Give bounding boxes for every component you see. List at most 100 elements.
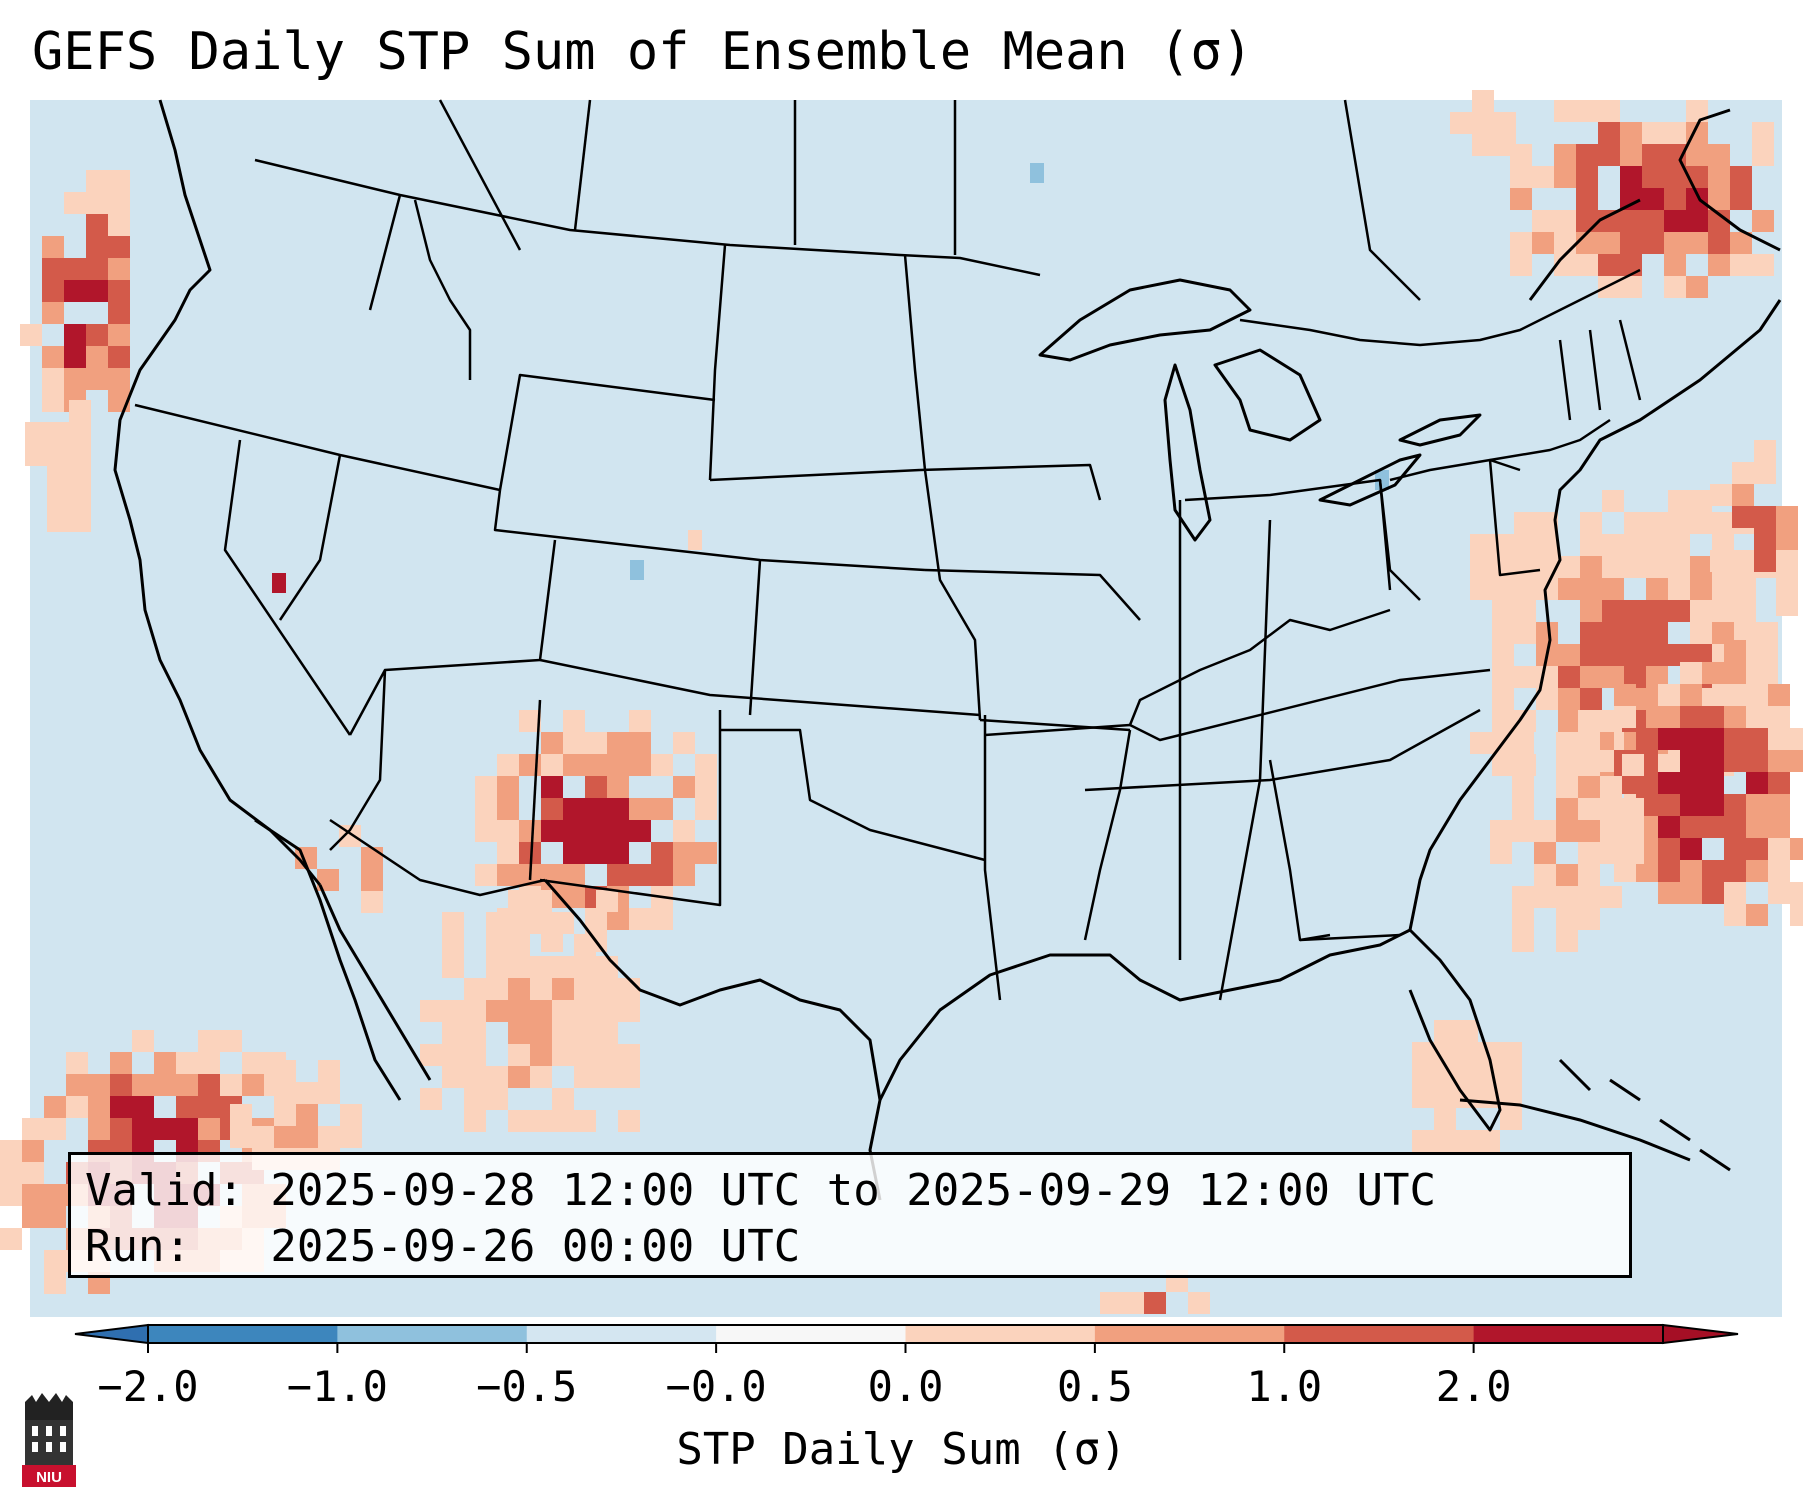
stp-cell bbox=[1768, 706, 1790, 728]
stp-cell bbox=[1456, 1064, 1478, 1086]
stp-cell bbox=[64, 368, 86, 390]
stp-cell bbox=[1712, 622, 1734, 644]
stp-cell bbox=[695, 798, 717, 820]
stp-cell bbox=[1580, 512, 1602, 534]
stp-cell bbox=[1724, 838, 1746, 860]
stp-cell bbox=[1514, 534, 1536, 556]
stp-cell bbox=[1658, 728, 1680, 750]
stp-cell bbox=[86, 170, 108, 192]
stp-cell bbox=[317, 869, 339, 891]
stp-cell bbox=[1470, 732, 1492, 754]
stp-cell bbox=[1730, 166, 1752, 188]
stp-cell bbox=[596, 890, 618, 912]
stp-cell bbox=[108, 236, 130, 258]
stp-cell bbox=[1776, 572, 1798, 594]
stp-cell bbox=[574, 956, 596, 978]
stp-cell bbox=[618, 1044, 640, 1066]
stp-cell bbox=[541, 732, 563, 754]
stp-cell bbox=[607, 908, 629, 930]
stp-cell bbox=[1646, 512, 1668, 534]
stp-cell bbox=[1756, 666, 1778, 688]
stp-cell bbox=[274, 1082, 296, 1104]
stp-cell bbox=[176, 1118, 198, 1140]
stp-cell bbox=[1624, 600, 1646, 622]
stp-cell bbox=[1702, 816, 1724, 838]
stp-cell bbox=[1614, 860, 1636, 882]
stp-cell bbox=[1578, 886, 1600, 908]
stp-cell bbox=[1686, 210, 1708, 232]
stp-cell bbox=[1500, 1042, 1522, 1064]
stp-cell bbox=[1752, 122, 1774, 144]
stp-cell bbox=[1456, 1042, 1478, 1064]
stp-cell bbox=[574, 1000, 596, 1022]
stp-cell bbox=[198, 1074, 220, 1096]
stp-cell bbox=[1578, 776, 1600, 798]
stp-cell bbox=[585, 842, 607, 864]
stp-cell bbox=[108, 170, 130, 192]
stp-cell bbox=[607, 842, 629, 864]
stp-cell bbox=[442, 1044, 464, 1066]
stp-cell bbox=[1658, 860, 1680, 882]
stp-cell bbox=[0, 1162, 22, 1184]
stp-cell bbox=[1622, 820, 1644, 842]
stp-cell bbox=[1602, 578, 1624, 600]
stp-cell bbox=[1478, 1130, 1500, 1152]
stp-cell bbox=[47, 488, 69, 510]
stp-cell bbox=[1598, 254, 1620, 276]
stp-cell bbox=[695, 754, 717, 776]
stp-cell bbox=[1658, 794, 1680, 816]
stp-cell bbox=[475, 820, 497, 842]
stp-cell bbox=[1724, 662, 1746, 684]
stp-cell bbox=[1620, 122, 1642, 144]
stp-cell bbox=[108, 214, 130, 236]
stp-cell bbox=[1680, 882, 1702, 904]
stp-cell bbox=[1724, 728, 1746, 750]
stp-cell bbox=[132, 1074, 154, 1096]
stp-cell bbox=[1712, 600, 1734, 622]
stp-cell bbox=[1512, 754, 1534, 776]
stp-cell bbox=[154, 1118, 176, 1140]
stp-cell bbox=[673, 776, 695, 798]
stp-cell bbox=[1512, 798, 1534, 820]
stp-cell bbox=[1732, 506, 1754, 528]
stp-cell bbox=[1620, 254, 1642, 276]
stp-cell bbox=[585, 776, 607, 798]
stp-cell bbox=[563, 732, 585, 754]
stp-cell bbox=[25, 422, 47, 444]
stp-cell bbox=[486, 1000, 508, 1022]
stp-cell bbox=[596, 1022, 618, 1044]
stp-cell bbox=[1580, 534, 1602, 556]
stp-cell bbox=[530, 890, 552, 912]
stp-cell bbox=[541, 798, 563, 820]
stp-cell bbox=[1768, 728, 1790, 750]
stp-cell bbox=[1580, 644, 1602, 666]
stp-cell bbox=[1620, 276, 1642, 298]
stp-cell bbox=[552, 1000, 574, 1022]
stp-cell bbox=[1536, 622, 1558, 644]
coastlines bbox=[113, 99, 1782, 1201]
stp-cell bbox=[1534, 820, 1556, 842]
stp-cell bbox=[1602, 556, 1624, 578]
stp-cell bbox=[1614, 684, 1636, 706]
stp-cell bbox=[1490, 820, 1512, 842]
stp-cell bbox=[1664, 122, 1686, 144]
stp-cell bbox=[86, 368, 108, 390]
stp-cell bbox=[1532, 210, 1554, 232]
stp-cell bbox=[20, 324, 42, 346]
stp-cell bbox=[1756, 644, 1778, 666]
stp-cell bbox=[1768, 860, 1790, 882]
stp-cell bbox=[1580, 578, 1602, 600]
stp-cell bbox=[1668, 578, 1690, 600]
stp-cell bbox=[1556, 886, 1578, 908]
stp-cell bbox=[1754, 462, 1776, 484]
stp-cell bbox=[44, 1272, 66, 1294]
valid-run-info-box: Valid: 2025-09-28 12:00 UTC to 2025-09-2… bbox=[68, 1152, 1632, 1278]
stp-cell bbox=[1680, 860, 1702, 882]
stp-cell bbox=[1188, 1292, 1210, 1314]
stp-cell bbox=[497, 798, 519, 820]
stp-cell bbox=[22, 1206, 44, 1228]
stp-cell bbox=[1600, 710, 1622, 732]
stp-cell bbox=[508, 956, 530, 978]
stp-cell bbox=[1746, 750, 1768, 772]
stp-cell bbox=[1598, 210, 1620, 232]
